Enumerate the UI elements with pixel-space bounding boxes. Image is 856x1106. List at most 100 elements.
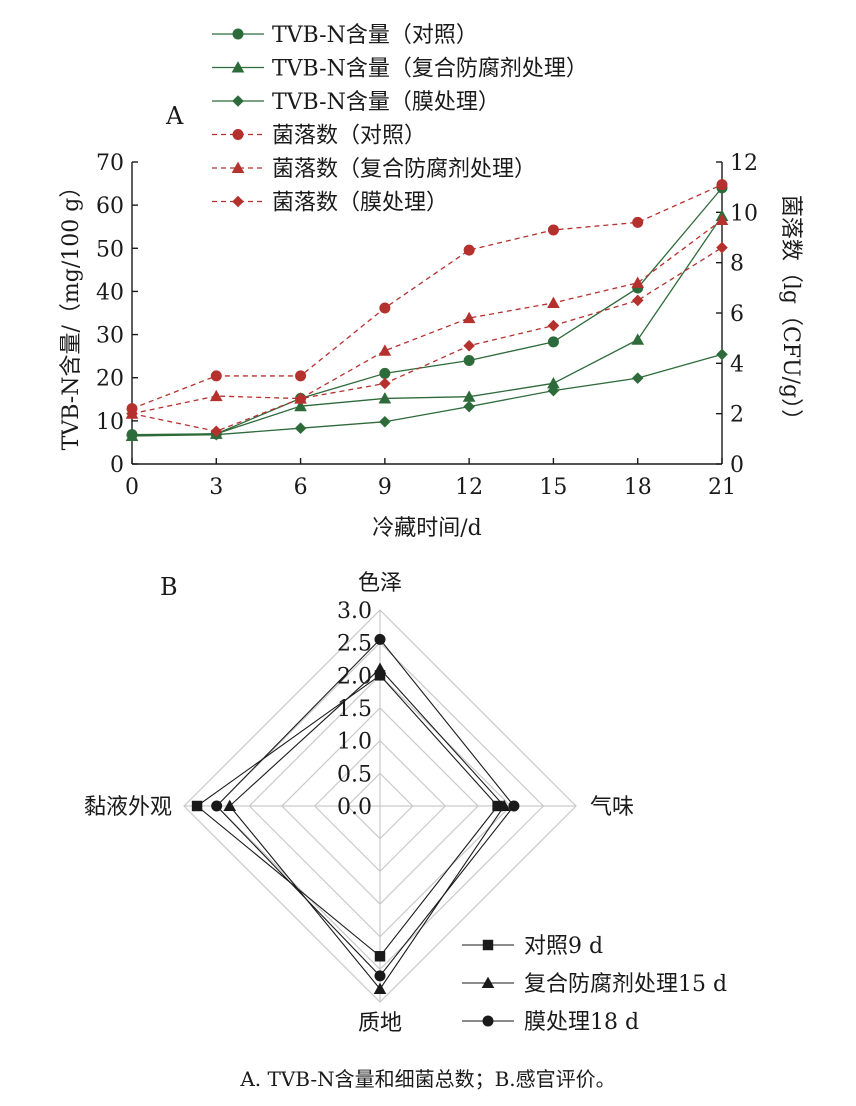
data-point xyxy=(379,302,391,314)
radar-axis-label: 黏液外观 xyxy=(84,795,172,820)
radar-series xyxy=(191,633,520,994)
x-axis-label: 冷藏时间/d xyxy=(372,516,482,541)
data-point xyxy=(379,415,391,428)
radar-tick-label: 2.5 xyxy=(337,632,372,657)
series-line xyxy=(131,184,723,410)
data-point xyxy=(210,370,222,382)
data-point xyxy=(631,294,644,307)
panel-a-series xyxy=(125,179,729,442)
data-point xyxy=(294,422,307,434)
data-point xyxy=(463,244,475,256)
data-point xyxy=(379,367,391,379)
legend-label: TVB-N含量（复合防腐剂处理） xyxy=(272,57,588,82)
radar-legend-label: 对照9 d xyxy=(524,934,603,959)
radar-data-point xyxy=(374,670,386,681)
y-tick-label-right: 4 xyxy=(730,352,744,377)
data-point xyxy=(462,311,476,324)
data-point xyxy=(463,400,475,413)
data-point xyxy=(378,392,392,404)
radar-data-point xyxy=(373,982,387,994)
legend-label: TVB-N含量（膜处理） xyxy=(272,90,500,115)
radar-data-point xyxy=(374,970,386,982)
radar-data-point xyxy=(374,951,386,962)
data-point xyxy=(462,390,476,402)
series-line xyxy=(131,219,723,415)
series-line xyxy=(131,353,723,437)
radar-data-point xyxy=(492,800,503,812)
data-point xyxy=(463,339,475,352)
y-axis-label-right: 菌落数（lg（CFU/g）） xyxy=(778,195,803,431)
data-point xyxy=(547,224,559,236)
y-tick-label-right: 2 xyxy=(730,403,744,428)
x-tick-label: 18 xyxy=(624,475,652,500)
data-point xyxy=(716,241,728,254)
y-tick-label-right: 0 xyxy=(730,453,744,478)
data-point xyxy=(294,392,307,405)
series-line xyxy=(131,247,723,432)
x-tick-label: 21 xyxy=(708,475,736,500)
radar-tick-label: 3.0 xyxy=(337,599,372,624)
y-tick-label-right: 6 xyxy=(730,302,744,327)
y-tick-label-left: 60 xyxy=(96,194,124,219)
y-tick-label-left: 50 xyxy=(96,237,124,262)
radar-legend-marker xyxy=(482,939,494,951)
radar-tick-label: 1.0 xyxy=(337,730,372,755)
radar-legend-label: 复合防腐剂处理15 d xyxy=(524,972,727,997)
radar-tick-label: 2.0 xyxy=(337,664,372,689)
data-point xyxy=(126,430,138,442)
data-point xyxy=(715,213,729,225)
series-line xyxy=(131,215,723,437)
y-tick-label-left: 20 xyxy=(96,367,124,392)
x-tick-label: 9 xyxy=(378,475,392,500)
y-tick-label-left: 10 xyxy=(96,410,124,435)
legend-marker xyxy=(232,95,244,107)
y-tick-label-left: 40 xyxy=(96,280,124,305)
data-point xyxy=(631,372,644,384)
legend-marker xyxy=(231,61,245,73)
radar-axis-label: 气味 xyxy=(590,795,634,820)
y-tick-label-left: 30 xyxy=(96,324,124,349)
radar-data-point xyxy=(211,800,223,812)
data-point xyxy=(295,370,307,382)
legend-label: TVB-N含量（对照） xyxy=(272,23,478,48)
legend-marker xyxy=(232,195,244,208)
radar-data-point xyxy=(374,633,386,645)
x-tick-label: 0 xyxy=(125,475,139,500)
data-point xyxy=(547,296,560,308)
data-point xyxy=(632,216,644,228)
legend-label: 菌落数（复合防腐剂处理） xyxy=(272,157,536,182)
radar-data-point xyxy=(191,800,203,812)
y-axis-label-left: TVB-N含量/（mg/100 g） xyxy=(59,176,84,451)
radar-legend-label: 膜处理18 d xyxy=(524,1010,639,1035)
data-point xyxy=(210,425,223,438)
series-line xyxy=(131,187,723,436)
data-point xyxy=(547,336,559,348)
data-point xyxy=(126,407,138,420)
x-tick-label: 12 xyxy=(455,475,483,500)
panel-a: A TVB-N含量（对照） TVB-N含量（复合防腐剂处理） TVB-N含量（膜处理… xyxy=(59,23,803,541)
radar-legend: 对照9 d 复合防腐剂处理15 d 膜处理18 d xyxy=(462,934,727,1035)
x-tick-label: 3 xyxy=(209,475,223,500)
y-tick-label-left: 70 xyxy=(96,151,124,176)
radar-data-point xyxy=(223,799,237,812)
data-point xyxy=(716,348,728,361)
data-point xyxy=(294,399,307,412)
data-point xyxy=(463,354,475,366)
radar-data-point xyxy=(508,800,520,812)
y-tick-label-left: 0 xyxy=(110,453,124,478)
y-tick-label-right: 8 xyxy=(730,252,744,277)
legend-marker xyxy=(232,129,244,140)
data-point xyxy=(547,384,560,397)
radar-tick-label: 0.0 xyxy=(337,795,372,820)
radar-data-point xyxy=(497,799,511,812)
panel-a-legend: TVB-N含量（对照） TVB-N含量（复合防腐剂处理） TVB-N含量（膜处理） 菌… xyxy=(212,23,588,216)
y-tick-label-right: 12 xyxy=(730,151,758,176)
legend-label: 菌落数（对照） xyxy=(272,124,426,149)
data-point xyxy=(631,333,645,345)
legend-marker xyxy=(231,161,245,174)
legend-marker xyxy=(232,28,244,40)
